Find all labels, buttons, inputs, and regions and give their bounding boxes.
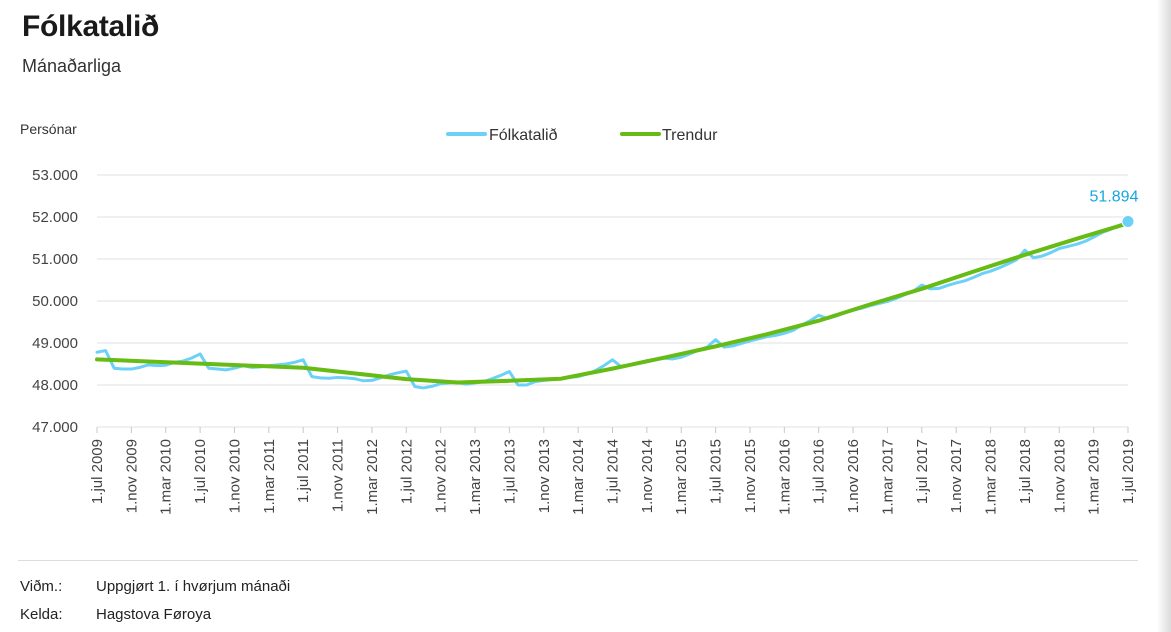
annotation: 51.894 bbox=[1090, 188, 1139, 228]
x-tick-label: 1.jul 2019 bbox=[1120, 439, 1137, 504]
y-tick-label: 49.000 bbox=[32, 335, 78, 352]
y-tick-label: 52.000 bbox=[32, 209, 78, 226]
page-subtitle: Mánaðarliga bbox=[22, 56, 122, 76]
footer-note-label: Viðm.: bbox=[20, 578, 63, 595]
x-tick-label: 1.jul 2010 bbox=[192, 439, 209, 504]
series-line-folkatalid[interactable] bbox=[95, 219, 1130, 390]
x-tick-label: 1.mar 2018 bbox=[983, 439, 1000, 515]
x-tick-label: 1.nov 2009 bbox=[123, 439, 140, 513]
y-tick-label: 53.000 bbox=[32, 167, 78, 184]
x-tick-label: 1.mar 2017 bbox=[879, 439, 896, 515]
x-tick-labels: 1.jul 2009 1.nov 2009 1.mar 2010 1.jul 2010… bbox=[89, 439, 1137, 515]
x-tick-label: 1.mar 2010 bbox=[158, 439, 175, 515]
x-tick-label: 1.nov 2010 bbox=[226, 439, 243, 513]
last-value-marker[interactable] bbox=[1121, 214, 1135, 228]
x-tick-label: 1.mar 2011 bbox=[261, 439, 278, 514]
page-title: Fólkatalið bbox=[22, 10, 160, 43]
x-tick-label: 1.jul 2009 bbox=[89, 439, 106, 504]
x-tick-label: 1.jul 2013 bbox=[501, 439, 518, 504]
x-tick-label: 1.jul 2011 bbox=[295, 439, 312, 503]
x-tick-label: 1.nov 2016 bbox=[845, 439, 862, 513]
x-tick-label: 1.nov 2015 bbox=[742, 439, 759, 513]
x-tick-label: 1.jul 2014 bbox=[605, 439, 622, 504]
x-tick-label: 1.mar 2014 bbox=[570, 439, 587, 515]
y-axis-label: Persónar bbox=[20, 121, 77, 137]
y-tick-label: 47.000 bbox=[32, 419, 78, 436]
grid-lines bbox=[96, 174, 1129, 433]
series-lines bbox=[95, 219, 1130, 390]
x-tick-label: 1.nov 2018 bbox=[1051, 439, 1068, 513]
y-tick-labels: 47.000 48.000 49.000 50.000 51.000 52.000 53.0… bbox=[32, 167, 78, 436]
x-tick-label: 1.nov 2012 bbox=[433, 439, 450, 513]
series-line-trendur[interactable] bbox=[95, 221, 1130, 385]
x-tick-label: 1.jul 2015 bbox=[708, 439, 725, 504]
y-tick-label: 48.000 bbox=[32, 377, 78, 394]
footer-note: Viðm.: Uppgjørt 1. í hvørjum mánaði bbox=[20, 578, 290, 595]
footer-note-value: Uppgjørt 1. í hvørjum mánaði bbox=[96, 578, 291, 595]
x-tick-label: 1.mar 2015 bbox=[673, 439, 690, 515]
legend-label-folkatalid[interactable]: Fólkatalið bbox=[489, 127, 558, 144]
x-tick-label: 1.mar 2012 bbox=[364, 439, 381, 515]
x-tick-label: 1.jul 2016 bbox=[811, 439, 828, 504]
x-tick-label: 1.mar 2019 bbox=[1086, 439, 1103, 515]
x-tick-label: 1.mar 2016 bbox=[776, 439, 793, 515]
window-edge-shadow bbox=[1157, 0, 1171, 632]
x-tick-label: 1.jul 2012 bbox=[398, 439, 415, 504]
y-tick-label: 50.000 bbox=[32, 293, 78, 310]
x-tick-label: 1.jul 2018 bbox=[1017, 439, 1034, 504]
x-tick-label: 1.nov 2011 bbox=[330, 439, 347, 512]
x-tick-label: 1.mar 2013 bbox=[467, 439, 484, 515]
x-tick-label: 1.nov 2017 bbox=[948, 439, 965, 513]
footer-source-label: Kelda: bbox=[20, 606, 63, 623]
footer-source: Kelda: Hagstova Føroya bbox=[20, 606, 211, 623]
x-tick-label: 1.nov 2013 bbox=[536, 439, 553, 513]
y-tick-label: 51.000 bbox=[32, 251, 78, 268]
footer-divider bbox=[18, 560, 1138, 561]
footer-source-value: Hagstova Føroya bbox=[96, 606, 212, 623]
x-tick-label: 1.jul 2017 bbox=[914, 439, 931, 504]
last-value-label: 51.894 bbox=[1090, 188, 1139, 205]
population-chart: Persónar 47.000 48.000 49.000 50.000 51.000 5… bbox=[20, 121, 1139, 515]
legend-label-trendur[interactable]: Trendur bbox=[662, 127, 718, 144]
legend: Fólkatalið Trendur bbox=[446, 127, 718, 144]
x-tick-label: 1.nov 2014 bbox=[639, 439, 656, 513]
